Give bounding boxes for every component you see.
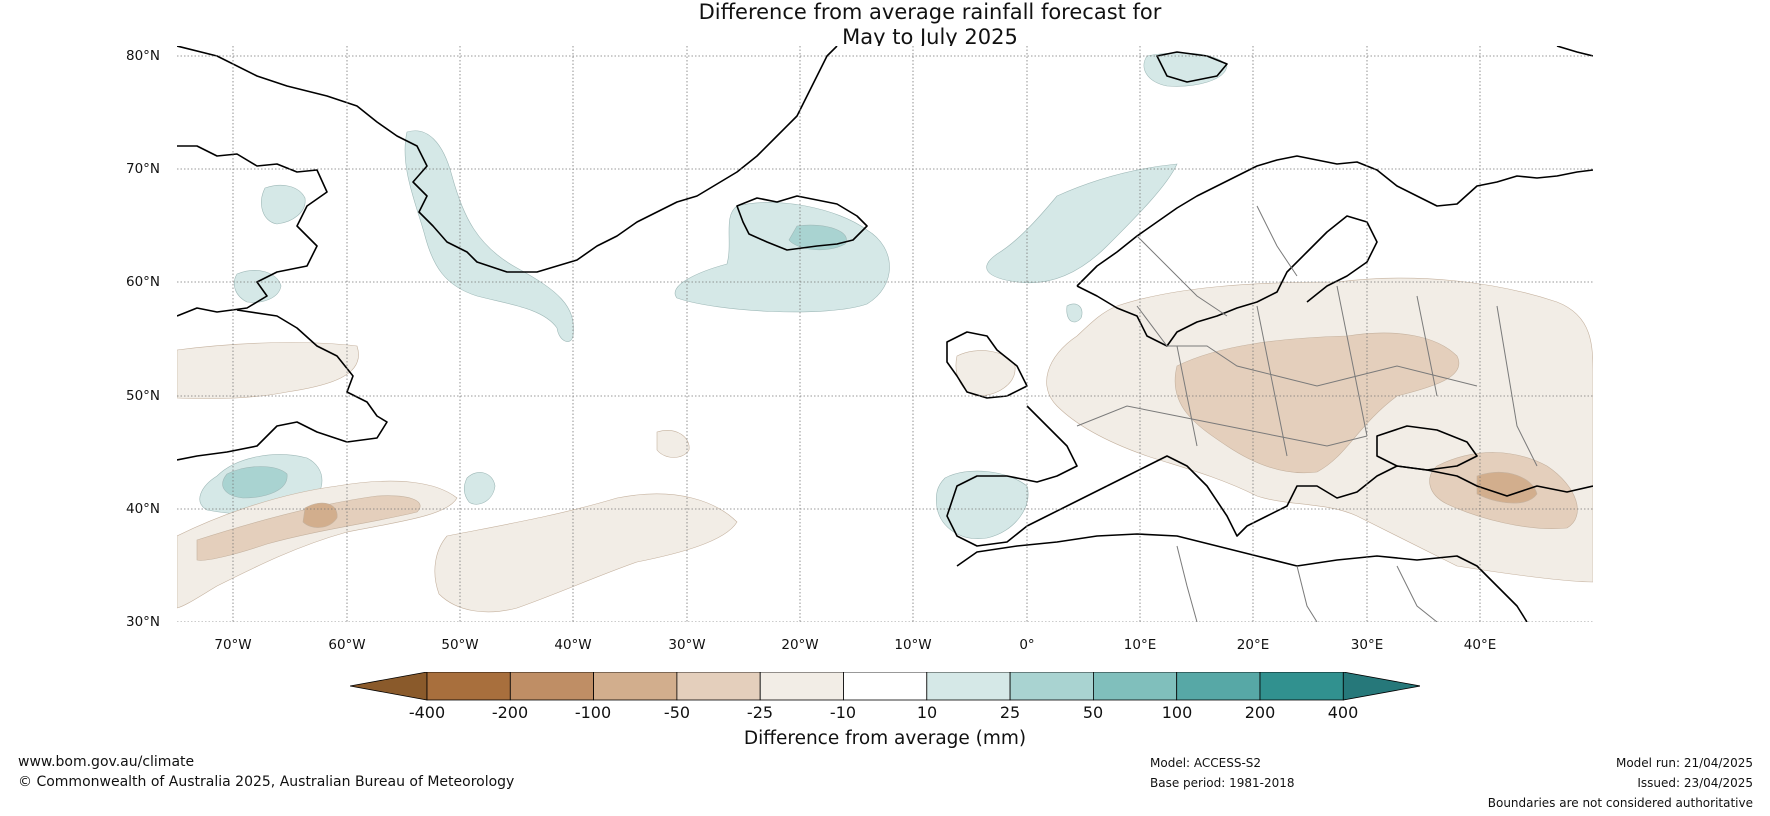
lon-label-20w: 20°W: [781, 637, 819, 653]
model-name: Model: ACCESS-S2: [1150, 756, 1262, 770]
colorbar-label: Difference from average (mm): [743, 728, 1027, 749]
colorbar-tick: -25: [746, 703, 774, 722]
colorbar-tick: -400: [408, 703, 446, 722]
colorbar-segment: [676, 672, 761, 701]
base-period: Base period: 1981-2018: [1150, 776, 1295, 790]
rainfall-map: [177, 46, 1593, 622]
lon-label-40w: 40°W: [554, 637, 592, 653]
coast-iceland: [736, 195, 868, 251]
colorbar-segment: [759, 672, 844, 701]
coast-uk: [946, 331, 1028, 399]
wet-area-norwegian-sea: [986, 163, 1178, 284]
wet-area-baffin: [261, 185, 306, 225]
lon-label-20e: 20°E: [1236, 637, 1270, 653]
coast-baltic: [1076, 215, 1378, 347]
map-canvas: [177, 46, 1593, 622]
colorbar-tick: 400: [1327, 703, 1359, 722]
colorbar-segment: [509, 672, 595, 701]
wet-area-atlantic-small: [463, 472, 496, 505]
coast-north-africa: [956, 533, 1528, 622]
map-title: Difference from average rainfall forecas…: [560, 0, 1300, 50]
country-borders: [1076, 205, 1538, 622]
colorbar-segment: [926, 672, 1011, 701]
coast-svalbard: [1156, 51, 1228, 83]
lon-label-40e: 40°E: [1463, 637, 1497, 653]
colorbar-tick: 10: [916, 703, 938, 722]
colorbar-segment: [1176, 672, 1261, 701]
coast-novaya-zemlya: [1556, 46, 1593, 57]
coast-baffin: [177, 145, 328, 317]
colorbar-tick: -200: [491, 703, 529, 722]
wet-area-iceland: [674, 202, 890, 313]
colorbar-segment: [1009, 672, 1094, 701]
dry-area-caucasus-core: [1476, 472, 1538, 504]
coast-europe-west: [946, 405, 1108, 547]
wet-area-iberia: [935, 470, 1029, 539]
lat-label-50n: 50°N: [126, 388, 161, 404]
lon-label-30w: 30°W: [668, 637, 706, 653]
lat-label-40n: 40°N: [126, 501, 161, 517]
title-line-2: May to July 2025: [842, 25, 1018, 49]
coast-labrador: [177, 309, 388, 461]
title-line-1: Difference from average rainfall forecas…: [698, 0, 1162, 24]
colorbar-segment: [1259, 672, 1344, 701]
colorbar-segment: [843, 672, 928, 701]
coastlines: [177, 46, 1593, 622]
coast-greenland-west: [177, 46, 838, 273]
colorbar-tick: 50: [1082, 703, 1104, 722]
colorbar-tick: 25: [999, 703, 1021, 722]
dry-area-newfoundland: [177, 342, 359, 400]
wet-area-svalbard-b: [1066, 303, 1083, 323]
colorbar-segment: [593, 672, 678, 701]
wetter-anomaly-areas: [197, 52, 1228, 590]
lat-label-70n: 70°N: [126, 161, 161, 177]
dry-area-atlantic-band-core: [196, 495, 421, 561]
colorbar-tick: -100: [574, 703, 612, 722]
graticule: [177, 46, 1593, 622]
lon-label-10w: 10°W: [894, 637, 932, 653]
issued-date: Issued: 23/04/2025: [1637, 776, 1753, 790]
boundaries-disclaimer: Boundaries are not considered authoritat…: [1487, 796, 1753, 810]
wet-area-nova-scotia-core: [222, 466, 288, 499]
colorbar-tick: -10: [829, 703, 857, 722]
dry-area-subtropical: [434, 493, 738, 613]
website-link[interactable]: www.bom.gov.au/climate: [18, 754, 195, 770]
lon-label-60w: 60°W: [328, 637, 366, 653]
colorbar-tick: 200: [1244, 703, 1276, 722]
lat-label-30n: 30°N: [126, 614, 161, 630]
lon-label-70w: 70°W: [214, 637, 252, 653]
drier-anomaly-areas: [177, 277, 1593, 613]
lon-label-30e: 30°E: [1350, 637, 1384, 653]
colorbar-tick: 100: [1161, 703, 1193, 722]
lon-label-10e: 10°E: [1123, 637, 1157, 653]
wet-area-iceland-core: [788, 224, 847, 251]
colorbar-segment: [426, 672, 511, 701]
dry-area-azores: [656, 430, 690, 458]
wet-area-labrador: [234, 270, 282, 303]
coast-scandinavia: [1076, 155, 1593, 287]
copyright-text: © Commonwealth of Australia 2025, Austra…: [18, 774, 515, 790]
lon-label-0: 0°: [1019, 637, 1035, 653]
coast-black-sea: [1376, 425, 1478, 471]
colorbar-segment: [1093, 672, 1178, 701]
coast-med-north: [1106, 455, 1593, 537]
colorbar-tick: -50: [663, 703, 691, 722]
lon-label-50w: 50°W: [441, 637, 479, 653]
colorbar-extend-high: [1342, 672, 1420, 701]
lat-label-80n: 80°N: [126, 48, 161, 64]
colorbar-extend-low: [350, 672, 428, 701]
model-run-date: Model run: 21/04/2025: [1615, 756, 1753, 770]
lat-label-60n: 60°N: [126, 274, 161, 290]
wet-area-greenland-sw: [404, 130, 574, 342]
colorbar: [350, 672, 1420, 701]
